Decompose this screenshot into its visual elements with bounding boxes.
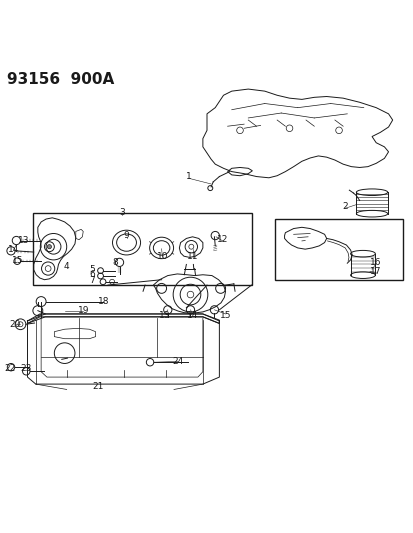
Text: 13: 13 — [18, 236, 29, 245]
Text: 21: 21 — [92, 382, 103, 391]
Text: 22: 22 — [4, 364, 15, 373]
Bar — [33, 213, 251, 285]
Text: 18: 18 — [98, 297, 109, 306]
Bar — [274, 219, 402, 280]
Text: 5: 5 — [89, 265, 95, 274]
Circle shape — [47, 245, 51, 249]
Text: 6: 6 — [89, 270, 95, 279]
Text: 14: 14 — [8, 246, 19, 254]
Text: 9: 9 — [123, 231, 129, 240]
Text: 2: 2 — [342, 202, 347, 211]
Text: 16: 16 — [370, 258, 381, 267]
Text: 12: 12 — [216, 235, 228, 244]
Text: 4: 4 — [63, 262, 69, 271]
Text: 1: 1 — [185, 172, 191, 181]
Text: 23: 23 — [21, 364, 32, 373]
Text: 20: 20 — [9, 320, 21, 329]
Text: 3: 3 — [119, 208, 125, 217]
Text: 14: 14 — [186, 311, 198, 320]
Text: 15: 15 — [12, 256, 24, 265]
Text: 24: 24 — [172, 357, 183, 366]
Text: 7: 7 — [89, 276, 95, 285]
Text: 15: 15 — [219, 311, 231, 320]
Text: 17: 17 — [370, 267, 381, 276]
Text: 93156  900A: 93156 900A — [7, 72, 114, 87]
Text: 13: 13 — [159, 311, 170, 320]
Text: 19: 19 — [77, 306, 89, 315]
Text: 8: 8 — [112, 258, 118, 267]
Text: 10: 10 — [156, 252, 168, 261]
Text: 11: 11 — [186, 252, 198, 261]
